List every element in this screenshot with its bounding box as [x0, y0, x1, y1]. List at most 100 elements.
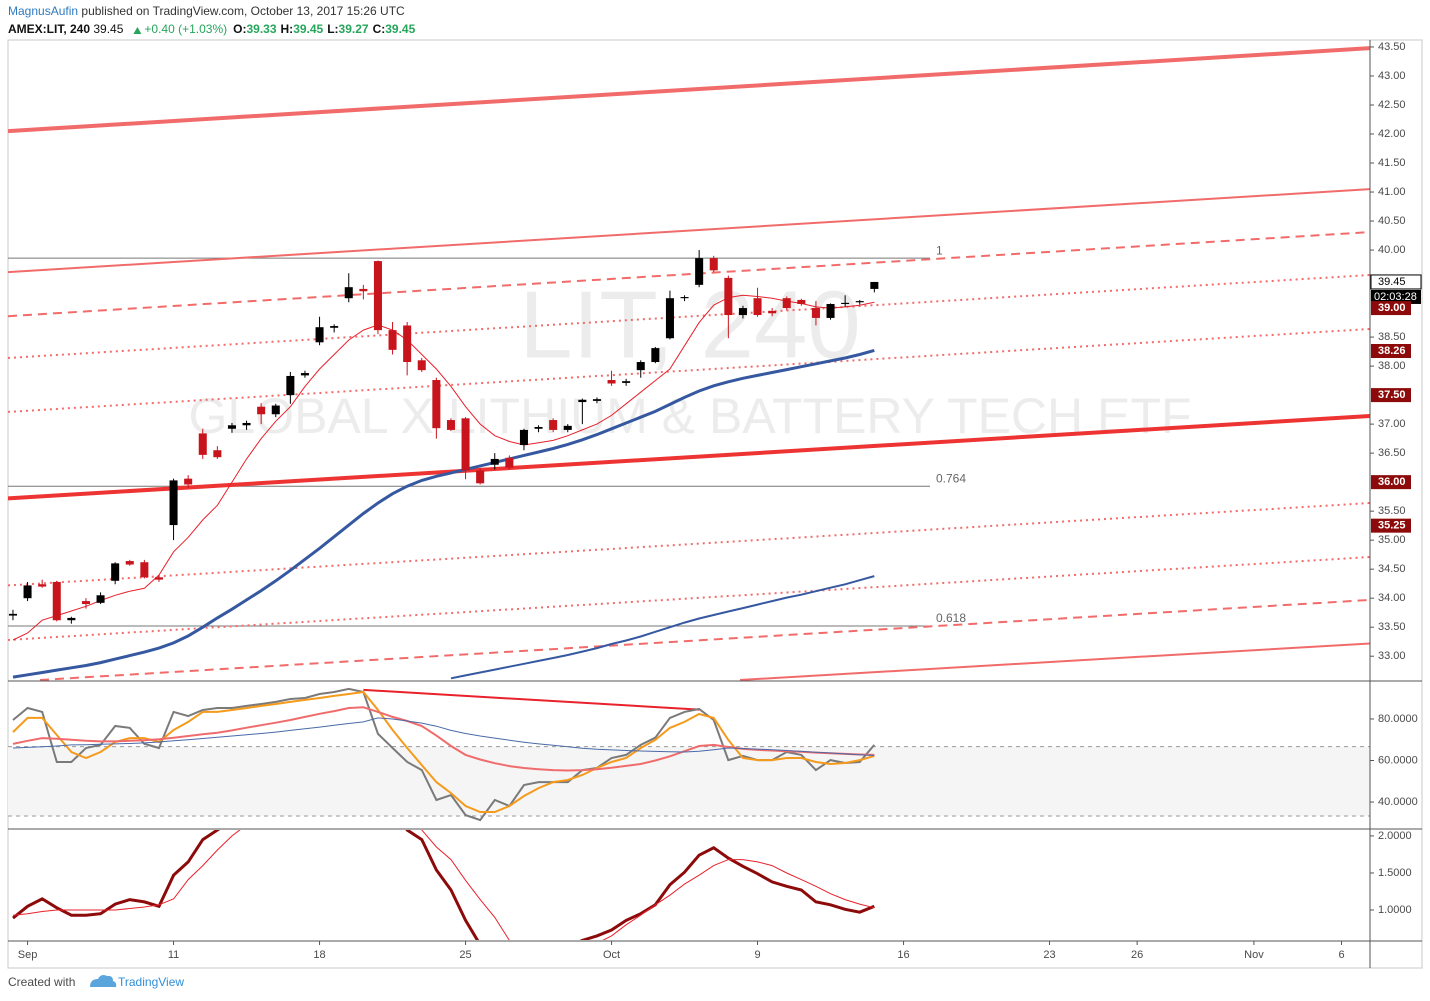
x-tick-label: Sep [18, 949, 38, 961]
symbol: AMEX:LIT, 240 [8, 22, 90, 36]
y-tick-label: 42.50 [1378, 99, 1406, 111]
last-price: 39.45 [1378, 276, 1406, 288]
osc2-pane [12, 830, 875, 940]
candle-body [841, 302, 850, 305]
candle-body [38, 584, 47, 587]
y-tick-label: 43.50 [1378, 41, 1406, 53]
y-tick-label: 38.00 [1378, 360, 1406, 372]
candle-body [695, 258, 704, 285]
x-tick-label: 26 [1131, 949, 1143, 961]
x-tick-label: 6 [1338, 949, 1344, 961]
candle-body [578, 399, 587, 403]
candle-body [724, 277, 733, 316]
watermark: LIT, 240 [519, 271, 861, 378]
candle-body [81, 601, 90, 604]
x-tick-label: 9 [754, 949, 760, 961]
last-price-box [1370, 274, 1422, 290]
y-tick-label: 40.0000 [1378, 796, 1418, 808]
candle-body [446, 420, 455, 430]
logo-icon[interactable] [90, 975, 117, 987]
y-tick-label: 35.00 [1378, 534, 1406, 546]
price-label-box [1371, 475, 1411, 490]
price-label: 37.50 [1378, 389, 1406, 401]
symbol-line: AMEX:LIT, 240 39.45 [8, 22, 124, 36]
trendline [8, 46, 1370, 134]
x-tick-label: 25 [459, 949, 471, 961]
candle-body [330, 326, 339, 328]
price-label: 36.00 [1378, 476, 1406, 488]
candle-body [140, 562, 149, 578]
author[interactable]: MagnusAufin [8, 4, 78, 18]
candle-body [797, 299, 806, 305]
candle-body [549, 420, 558, 430]
series-line [12, 830, 875, 940]
published: published on TradingView.com, October 13… [81, 4, 405, 18]
trendline [39, 598, 1370, 681]
candle-body [709, 258, 718, 271]
main-pane: LIT, 240 GLOBAL X LITHIUM & BATTERY TECH … [8, 46, 1370, 681]
x-tick-label: 18 [313, 949, 325, 961]
candle-body [753, 298, 762, 316]
countdown: 02:03:28 [1374, 291, 1417, 303]
candle-body [403, 325, 412, 363]
candle-body [680, 297, 689, 299]
ohlc-value: 39.45 [293, 22, 323, 36]
band-fill [8, 746, 1370, 816]
up-arrow [133, 27, 142, 34]
trendline [8, 231, 1370, 318]
candle-body [534, 427, 543, 429]
candle-body [665, 298, 674, 339]
series-line [12, 348, 875, 679]
candle-body [359, 288, 368, 292]
price-label: 38.26 [1378, 345, 1406, 357]
y-tick-label: 1.5000 [1378, 867, 1412, 879]
series-line [450, 575, 875, 680]
trendline [8, 188, 1370, 274]
y-tick-label: 40.50 [1378, 215, 1406, 227]
y-tick-label: 37.00 [1378, 418, 1406, 430]
candle-body [184, 478, 193, 485]
footer-brand[interactable]: TradingView [118, 975, 184, 989]
candle-body [96, 595, 105, 603]
candle-body [738, 308, 747, 316]
candle-body [636, 362, 645, 371]
candle-body [286, 375, 295, 396]
candle-body [300, 373, 309, 376]
candle-body [417, 360, 426, 371]
trendline [8, 555, 1370, 641]
candle-body [125, 561, 134, 565]
trendline [363, 688, 700, 711]
candle-body [344, 287, 353, 299]
y-tick-label: 42.00 [1378, 128, 1406, 140]
y-tick-label: 40.00 [1378, 244, 1406, 256]
series-line [12, 706, 875, 772]
y-tick-label: 33.00 [1378, 650, 1406, 662]
candle-body [811, 308, 820, 318]
candle-body [476, 470, 485, 484]
ohlc-label: L: [327, 22, 338, 36]
candle-body [826, 304, 835, 318]
candle-body [870, 281, 879, 289]
price-label-box [1371, 301, 1411, 316]
candle-body [432, 380, 441, 429]
candle-body [111, 563, 120, 581]
price-label: 35.25 [1378, 520, 1406, 532]
candle-body [373, 261, 382, 331]
y-tick-label: 43.00 [1378, 70, 1406, 82]
x-tick-label: 16 [897, 949, 909, 961]
footer-created: Created with [8, 975, 75, 989]
y-tick-label: 60.0000 [1378, 754, 1418, 766]
x-tick-label: 11 [168, 949, 179, 961]
series-line [12, 687, 876, 822]
candle-body [782, 298, 791, 309]
watermark: GLOBAL X LITHIUM & BATTERY TECH ETF [188, 388, 1191, 444]
ohlc-label: H: [281, 22, 294, 36]
y-tick-label: 1.0000 [1378, 904, 1412, 916]
candle-body [154, 577, 163, 580]
candle-body [607, 380, 616, 384]
y-tick-label: 33.50 [1378, 621, 1406, 633]
y-tick-label: 35.50 [1378, 505, 1406, 517]
ohlc-value: 39.45 [385, 22, 415, 36]
